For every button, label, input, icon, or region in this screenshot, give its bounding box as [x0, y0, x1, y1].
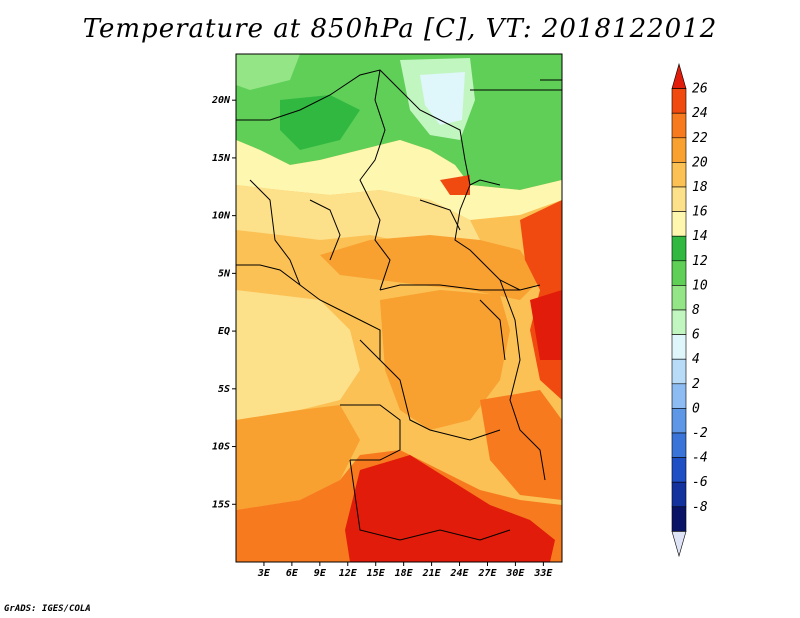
lat-label: 10S [212, 442, 230, 453]
colorbar-label: 0 [692, 401, 700, 416]
colorbar-box [671, 285, 687, 311]
lat-label: 15N [212, 153, 231, 164]
colorbar-label: 22 [692, 131, 708, 146]
lat-label: 5N [218, 268, 231, 279]
colorbar-label: -8 [692, 500, 708, 515]
colorbar-label: 2 [692, 377, 700, 392]
map-title: Temperature at 850hPa [C], VT: 201812201… [82, 14, 718, 44]
colorbar-box [671, 235, 687, 262]
longitude-axis: 3E 6E 9E 12E 15E 18E 21E 24E 27E 30E 33E [257, 562, 553, 579]
map-frame [235, 53, 563, 563]
colorbar-box [671, 88, 687, 114]
colorbar-label: 24 [692, 106, 708, 121]
colorbar-bottom-arrow [671, 531, 687, 558]
lon-label: 6E [286, 568, 299, 579]
colorbar-box [671, 162, 687, 188]
colorbar-box [671, 260, 687, 286]
colorbar-box [671, 309, 687, 335]
country-borders [236, 69, 562, 541]
colorbar-box [671, 383, 687, 409]
colorbar-box [671, 481, 687, 508]
colorbar-label: 14 [692, 229, 708, 244]
lon-label: 21E [422, 568, 442, 579]
lon-label: 12E [339, 568, 358, 579]
lon-label: 24E [450, 568, 470, 579]
colorbar-box [671, 137, 687, 163]
lat-label: 20N [211, 95, 231, 106]
colorbar-label: -4 [692, 451, 708, 466]
colorbar-box [671, 112, 687, 139]
colorbar-label: 10 [692, 278, 708, 293]
colorbar-box [671, 408, 687, 434]
temperature-field [236, 54, 562, 562]
colorbar-label: 18 [692, 180, 708, 195]
colorbar-label: 8 [692, 303, 700, 318]
colorbar-label: -6 [692, 475, 708, 490]
colorbar-label: 20 [692, 155, 708, 170]
colorbar-box [671, 186, 687, 212]
lat-label: EQ [218, 326, 230, 337]
colorbar-label: -2 [692, 426, 708, 441]
lat-label: 5S [218, 384, 230, 395]
colorbar-box [671, 334, 687, 360]
lon-label: 3E [257, 568, 271, 579]
colorbar-label: 26 [692, 82, 708, 97]
lon-label: 18E [395, 568, 414, 579]
lon-label: 9E [314, 568, 327, 579]
credit-label: GrADS: IGES/COLA [4, 604, 91, 614]
colorbar-label: 6 [692, 328, 700, 343]
colorbar-box [671, 358, 687, 385]
colorbar-label: 16 [692, 205, 708, 220]
colorbar-box [671, 211, 687, 237]
colorbar-box [671, 432, 687, 458]
colorbar-top-arrow [671, 62, 687, 89]
lon-label: 30E [505, 568, 525, 579]
latitude-axis: 20N 15N 10N 5N EQ 5S 10S 15S [211, 95, 236, 510]
colorbar-label: 12 [692, 254, 708, 269]
lon-label: 33E [533, 568, 553, 579]
lon-label: 15E [367, 568, 386, 579]
lat-label: 15S [212, 499, 230, 510]
colorbar-label: 4 [692, 352, 700, 367]
colorbar-box [671, 506, 687, 532]
lat-label: 10N [212, 211, 231, 222]
colorbar-box [671, 457, 687, 483]
lon-label: 27E [477, 568, 497, 579]
